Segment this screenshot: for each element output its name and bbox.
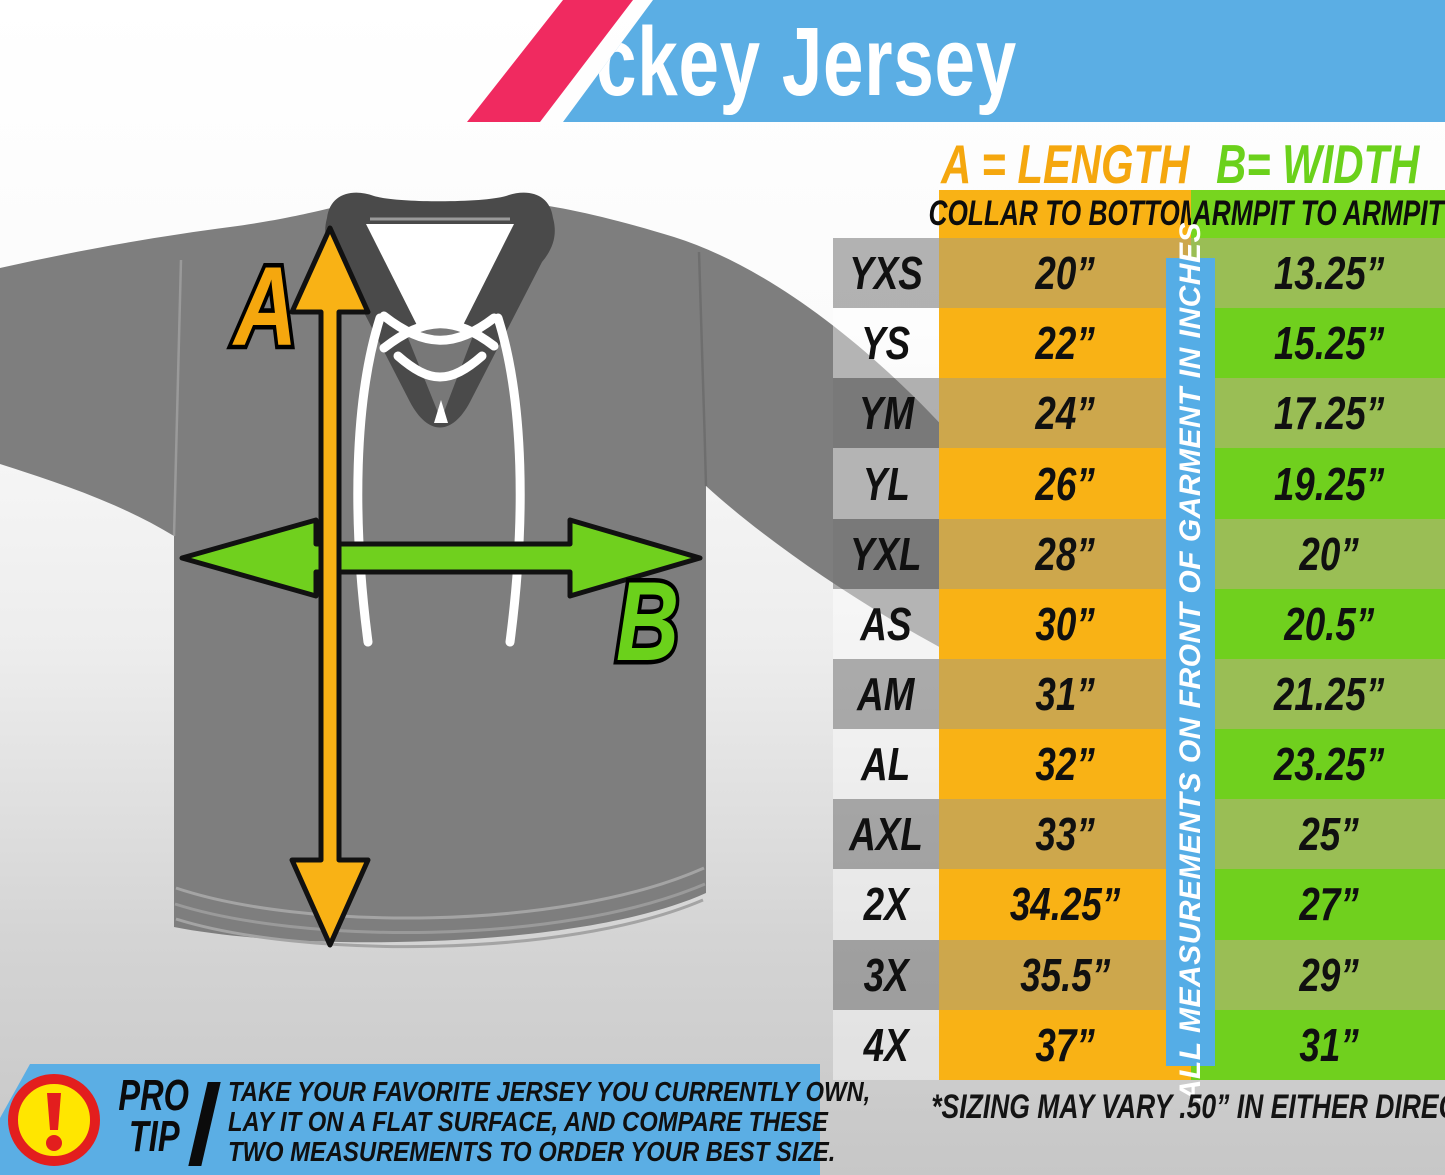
- width-value-cell: 15.25”: [1191, 308, 1445, 379]
- table-row: AS 30” 20.5”: [833, 588, 1445, 659]
- jersey-seam-left: [172, 259, 183, 537]
- size-label-cell: YM: [833, 378, 939, 449]
- width-value-cell: 25”: [1191, 799, 1445, 870]
- size-label-cell: AS: [833, 588, 939, 659]
- warning-icon: [8, 1074, 100, 1166]
- table-row: AL 32” 23.25”: [833, 729, 1445, 800]
- sizing-note: *SIZING MAY VARY .50” IN EITHER DIRECTIO…: [931, 1088, 1445, 1126]
- pro-tip-text: TAKE YOUR FAVORITE JERSEY YOU CURRENTLY …: [228, 1076, 871, 1168]
- table-row: YL 26” 19.25”: [833, 448, 1445, 519]
- length-value-cell: 37”: [939, 1009, 1191, 1080]
- width-value-cell: 17.25”: [1191, 378, 1445, 449]
- length-value-cell: 24”: [939, 378, 1191, 449]
- size-label-cell: 4X: [833, 1009, 939, 1080]
- table-row: AXL 33” 25”: [833, 799, 1445, 870]
- length-arrow-icon: [289, 225, 371, 948]
- table-row: YXS 20” 13.25”: [833, 238, 1445, 309]
- size-label-cell: 3X: [833, 939, 939, 1010]
- width-arrow-label: B: [616, 560, 679, 685]
- size-label-cell: AXL: [833, 799, 939, 870]
- size-table-rows: YXS 20” 13.25” YS 22” 15.25” YM 24” 17.2…: [833, 238, 1445, 1080]
- length-value-cell: 31”: [939, 658, 1191, 730]
- length-value-cell: 32”: [939, 729, 1191, 800]
- jersey-illustration: A B: [0, 192, 960, 949]
- size-label-cell: YXL: [833, 518, 939, 589]
- length-arrow-label: A: [231, 245, 297, 370]
- table-row: YXL 28” 20”: [833, 518, 1445, 589]
- width-arrow-icon: [179, 517, 703, 599]
- table-row: YM 24” 17.25”: [833, 378, 1445, 449]
- length-value-cell: 22”: [939, 308, 1191, 379]
- page-title: Hockey Jersey: [497, 6, 1018, 116]
- column-header-length: COLLAR TO BOTTOM: [928, 190, 1202, 238]
- table-row: 2X 34.25” 27”: [833, 869, 1445, 940]
- lace-tip: [434, 400, 448, 423]
- length-value-cell: 34.25”: [939, 869, 1191, 940]
- size-label-cell: YL: [833, 448, 939, 519]
- jersey-collar: [325, 192, 555, 647]
- length-value-cell: 26”: [939, 448, 1191, 519]
- length-value-cell: 33”: [939, 799, 1191, 870]
- size-label-cell: AM: [833, 658, 939, 730]
- length-value-cell: 30”: [939, 588, 1191, 659]
- jersey-hem-stripes: [174, 866, 706, 949]
- size-label-cell: YS: [833, 308, 939, 379]
- size-label-cell: YXS: [833, 238, 939, 309]
- title-banner: Hockey Jersey: [497, 0, 1445, 122]
- table-row: 3X 35.5” 29”: [833, 939, 1445, 1010]
- measurements-note-bar: ALL MEASUREMENTS ON FRONT OF GARMENT IN …: [1166, 222, 1215, 1102]
- width-value-cell: 23.25”: [1191, 729, 1445, 800]
- measurements-note-text: ALL MEASUREMENTS ON FRONT OF GARMENT IN …: [1173, 222, 1207, 1102]
- length-value-cell: 20”: [939, 238, 1191, 309]
- width-value-cell: 31”: [1191, 1009, 1445, 1080]
- pro-tip-banner: [0, 1064, 820, 1175]
- length-value-cell: 35.5”: [939, 939, 1191, 1010]
- jersey-seam-right: [697, 251, 708, 487]
- length-value-cell: 28”: [939, 518, 1191, 589]
- legend-length: A = LENGTH: [940, 132, 1190, 195]
- table-row: 4X 37” 31”: [833, 1009, 1445, 1080]
- table-row: YS 22” 15.25”: [833, 308, 1445, 379]
- width-value-cell: 27”: [1191, 869, 1445, 940]
- width-value-cell: 29”: [1191, 939, 1445, 1010]
- width-value-cell: 20”: [1191, 518, 1445, 589]
- width-value-cell: 13.25”: [1191, 238, 1445, 309]
- size-label-cell: AL: [833, 729, 939, 800]
- width-value-cell: 20.5”: [1191, 588, 1445, 659]
- pro-tip-heading: PRO TIP: [118, 1071, 190, 1161]
- width-value-cell: 21.25”: [1191, 658, 1445, 730]
- collar-laces: [353, 311, 525, 647]
- width-value-cell: 19.25”: [1191, 448, 1445, 519]
- column-header-width: ARMPIT TO ARMPIT: [1191, 190, 1445, 238]
- legend-width: B= WIDTH: [1216, 132, 1420, 195]
- table-row: AM 31” 21.25”: [833, 658, 1445, 730]
- size-label-cell: 2X: [833, 869, 939, 940]
